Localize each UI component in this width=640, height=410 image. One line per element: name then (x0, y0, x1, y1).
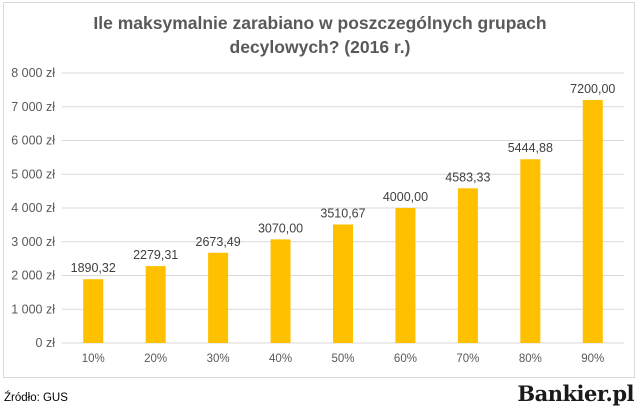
x-tick-label: 40% (269, 353, 292, 365)
data-label: 4000,00 (383, 190, 428, 204)
data-label: 3070,00 (258, 221, 303, 235)
data-label: 4583,33 (445, 170, 490, 184)
y-tick-label: 8 000 zł (11, 66, 55, 80)
y-tick-label: 5 000 zł (11, 167, 55, 181)
brand-logo: Bankier.pl (517, 381, 634, 406)
y-tick-label: 3 000 zł (11, 235, 55, 249)
x-axis-ticks: 10% 20% 30% 40% 50% 60% 70% 80% 90% (82, 353, 605, 365)
data-label: 5444,88 (508, 141, 553, 155)
x-tick-label: 60% (394, 353, 417, 365)
chart-frame: Ile maksymalnie zarabiano w poszczególny… (3, 2, 635, 378)
x-tick-label: 50% (331, 353, 354, 365)
x-tick-label: 70% (456, 353, 479, 365)
source-label: Źródło: GUS (4, 392, 68, 404)
bar (208, 252, 229, 343)
data-label: 1890,32 (71, 261, 116, 275)
x-tick-label: 10% (82, 353, 105, 365)
chart-title: Ile maksymalnie zarabiano w poszczególny… (93, 13, 546, 57)
bar (270, 239, 291, 343)
chart-title-line: Ile maksymalnie zarabiano w poszczególny… (93, 13, 546, 33)
data-label: 2279,31 (133, 248, 178, 262)
y-tick-label: 7 000 zł (11, 100, 55, 114)
y-tick-label: 1 000 zł (11, 302, 55, 316)
bar (333, 224, 353, 343)
bar-chart: Ile maksymalnie zarabiano w poszczególny… (11, 13, 624, 365)
data-label: 7200,00 (570, 82, 615, 96)
y-tick-label: 6 000 zł (11, 134, 55, 148)
x-tick-label: 90% (581, 353, 604, 365)
bar (145, 266, 166, 343)
y-tick-label: 0 zł (36, 336, 56, 350)
data-label: 3510,67 (320, 207, 365, 221)
bars (83, 100, 603, 343)
chart-title-line: decylowych? (2016 r.) (230, 37, 411, 57)
bar (582, 100, 603, 343)
bar (395, 208, 416, 343)
y-axis-ticks: 0 zł 1 000 zł 2 000 zł 3 000 zł 4 000 zł 5 00… (11, 66, 55, 350)
x-tick-label: 80% (519, 353, 542, 365)
bar (520, 159, 541, 343)
bar (83, 279, 104, 343)
bar (457, 188, 478, 343)
y-tick-label: 2 000 zł (11, 269, 55, 283)
x-tick-label: 20% (144, 353, 167, 365)
y-tick-label: 4 000 zł (11, 201, 55, 215)
data-labels: 1890,32 2279,31 2673,49 3070,00 3510,67 4000,… (71, 82, 616, 275)
x-tick-label: 30% (207, 353, 230, 365)
data-label: 2673,49 (196, 235, 241, 249)
